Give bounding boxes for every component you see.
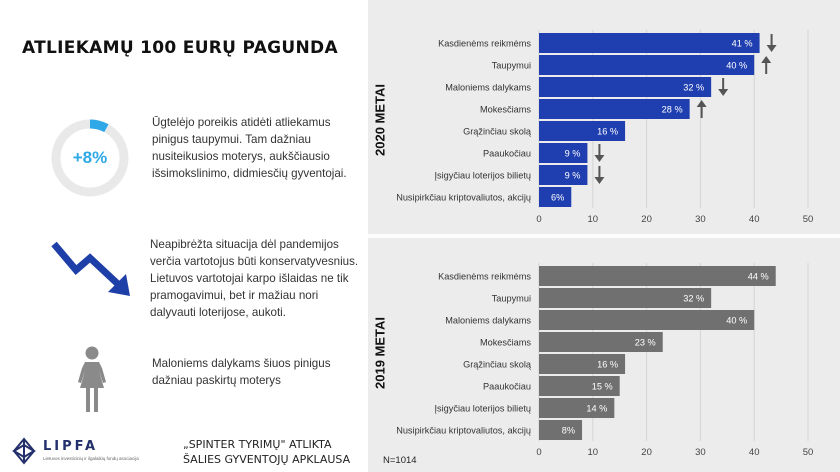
bar-3	[539, 99, 690, 119]
data-label: 8%	[562, 426, 575, 436]
data-label: 23 %	[635, 338, 656, 348]
x-tick-label: 40	[749, 447, 760, 458]
left-panel: ATLIEKAMŲ 100 EURŲ PAGUNDA +8% Ūgtelėjo …	[0, 0, 368, 472]
logo-mark-icon	[12, 437, 36, 465]
x-tick-label: 30	[695, 447, 706, 458]
arrow-head	[766, 45, 777, 52]
data-label: 40 %	[726, 61, 747, 71]
bar-4	[539, 121, 626, 141]
category-label: Kasdienėms reikmėms	[438, 272, 531, 282]
x-tick-label: 50	[803, 214, 814, 225]
category-label: Maloniems dalykams	[445, 316, 531, 326]
data-label: 28 %	[662, 105, 683, 115]
category-label: Grąžinčiau skolą	[463, 127, 532, 137]
bar-3	[539, 332, 663, 352]
bar-5	[539, 143, 588, 163]
lipfa-logo: LIPFA Lietuvos investicinių ir ilgalaiki…	[10, 437, 139, 469]
x-tick-label: 0	[536, 447, 541, 458]
charts-panel: 0 10 20 30 40 50 Kasdienėms reikmėms 41 % Taupym…	[368, 0, 840, 472]
chart-2020: 0 10 20 30 40 50 Kasdienėms reikmėms 41 % Taupym…	[368, 0, 840, 236]
sample-size: N=1014	[383, 455, 417, 466]
category-label: Nusipirkčiau kriptovaliutos, akcijų	[396, 426, 531, 436]
arrow-down-icon	[594, 166, 605, 184]
category-label: Maloniems dalykams	[445, 83, 531, 93]
arrow-down-icon	[718, 78, 729, 96]
data-label: 41 %	[732, 39, 753, 49]
category-label: Įsigyčiau loterijos bilietų	[434, 171, 531, 181]
chart-2019: 0 10 20 30 40 50 Kasdienėms reikmėms 44 % Taupym…	[368, 236, 840, 472]
data-label: 15 %	[592, 382, 613, 392]
bar-6	[539, 165, 588, 185]
stat-value: +8%	[72, 148, 108, 167]
category-label: Mokesčiams	[480, 105, 531, 115]
data-label: 9 %	[565, 171, 581, 181]
data-label: 16 %	[597, 127, 618, 137]
arrow-up-icon	[696, 100, 707, 118]
x-tick-label: 20	[641, 214, 652, 225]
category-label: Paaukočiau	[483, 149, 531, 159]
data-label: 32 %	[683, 294, 704, 304]
arrow-down-icon	[594, 144, 605, 162]
bar-6	[539, 398, 615, 418]
data-label: 40 %	[726, 316, 747, 326]
data-label: 6%	[551, 193, 564, 203]
ring-fill	[51, 119, 129, 197]
data-label: 16 %	[597, 360, 618, 370]
arrow-head	[594, 155, 605, 162]
data-label: 44 %	[748, 272, 769, 282]
arrow-head	[761, 56, 772, 63]
chart-title: 2019 METAI	[373, 317, 388, 389]
x-tick-label: 30	[695, 214, 706, 225]
logo-name: LIPFA	[43, 439, 99, 454]
arrow-up-icon	[761, 56, 772, 74]
category-label: Taupymui	[492, 61, 531, 71]
panel-divider	[368, 234, 840, 238]
woman-icon	[78, 346, 106, 412]
bar-0	[539, 266, 776, 286]
x-tick-label: 0	[536, 214, 541, 225]
category-label: Nusipirkčiau kriptovaliutos, akcijų	[396, 193, 531, 203]
arrow-head	[594, 177, 605, 184]
data-label: 14 %	[586, 404, 607, 414]
page-title: ATLIEKAMŲ 100 EURŲ PAGUNDA	[22, 38, 338, 58]
category-label: Paaukočiau	[483, 382, 531, 392]
data-label: 9 %	[565, 149, 581, 159]
trend-down-arrow-icon	[51, 241, 130, 296]
arrow-head	[696, 100, 707, 107]
category-label: Mokesčiams	[480, 338, 531, 348]
logo-subtitle: Lietuvos investicinių ir ilgalaikių fond…	[43, 456, 139, 461]
chart-title: 2020 METAI	[373, 84, 388, 156]
source-line-1: „SPINTER TYRIMŲ" ATLIKTA	[183, 438, 332, 451]
text-savings: Ūgtelėjo poreikis atidėti atliekamus pin…	[152, 116, 347, 180]
bar-7	[539, 420, 583, 440]
bar-5	[539, 376, 620, 396]
x-tick-label: 10	[588, 214, 599, 225]
survey-source: „SPINTER TYRIMŲ" ATLIKTA ŠALIES GYVENTOJ…	[183, 437, 350, 467]
bar-4	[539, 354, 626, 374]
category-label: Kasdienėms reikmėms	[438, 39, 531, 49]
data-label: 32 %	[683, 83, 704, 93]
bar-7	[539, 187, 572, 207]
x-tick-label: 50	[803, 447, 814, 458]
arrow-down-icon	[766, 34, 777, 52]
stat-ring: +8%	[50, 118, 130, 198]
text-women: Maloniems dalykams šiuos pinigus dažniau…	[152, 357, 331, 387]
arrow-head	[718, 89, 729, 96]
text-pandemic: Neapibrėžta situacija dėl pandemijos ver…	[150, 238, 359, 319]
category-label: Įsigyčiau loterijos bilietų	[434, 404, 531, 414]
bar-1	[539, 55, 755, 75]
category-label: Grąžinčiau skolą	[463, 360, 532, 370]
x-tick-label: 10	[588, 447, 599, 458]
circle-progress-icon	[51, 119, 129, 197]
category-label: Taupymui	[492, 294, 531, 304]
bar-2	[539, 310, 755, 330]
x-tick-label: 40	[749, 214, 760, 225]
chart-2020-svg: 0 10 20 30 40 50 Kasdienėms reikmėms 41 % Taupym…	[373, 30, 814, 225]
x-tick-label: 20	[641, 447, 652, 458]
bar-0	[539, 33, 760, 53]
source-line-2: ŠALIES GYVENTOJŲ APKLAUSA	[183, 453, 351, 466]
bar-1	[539, 288, 712, 308]
bar-2	[539, 77, 712, 97]
chart-2019-svg: 0 10 20 30 40 50 Kasdienėms reikmėms 44 % Taupym…	[373, 263, 814, 458]
